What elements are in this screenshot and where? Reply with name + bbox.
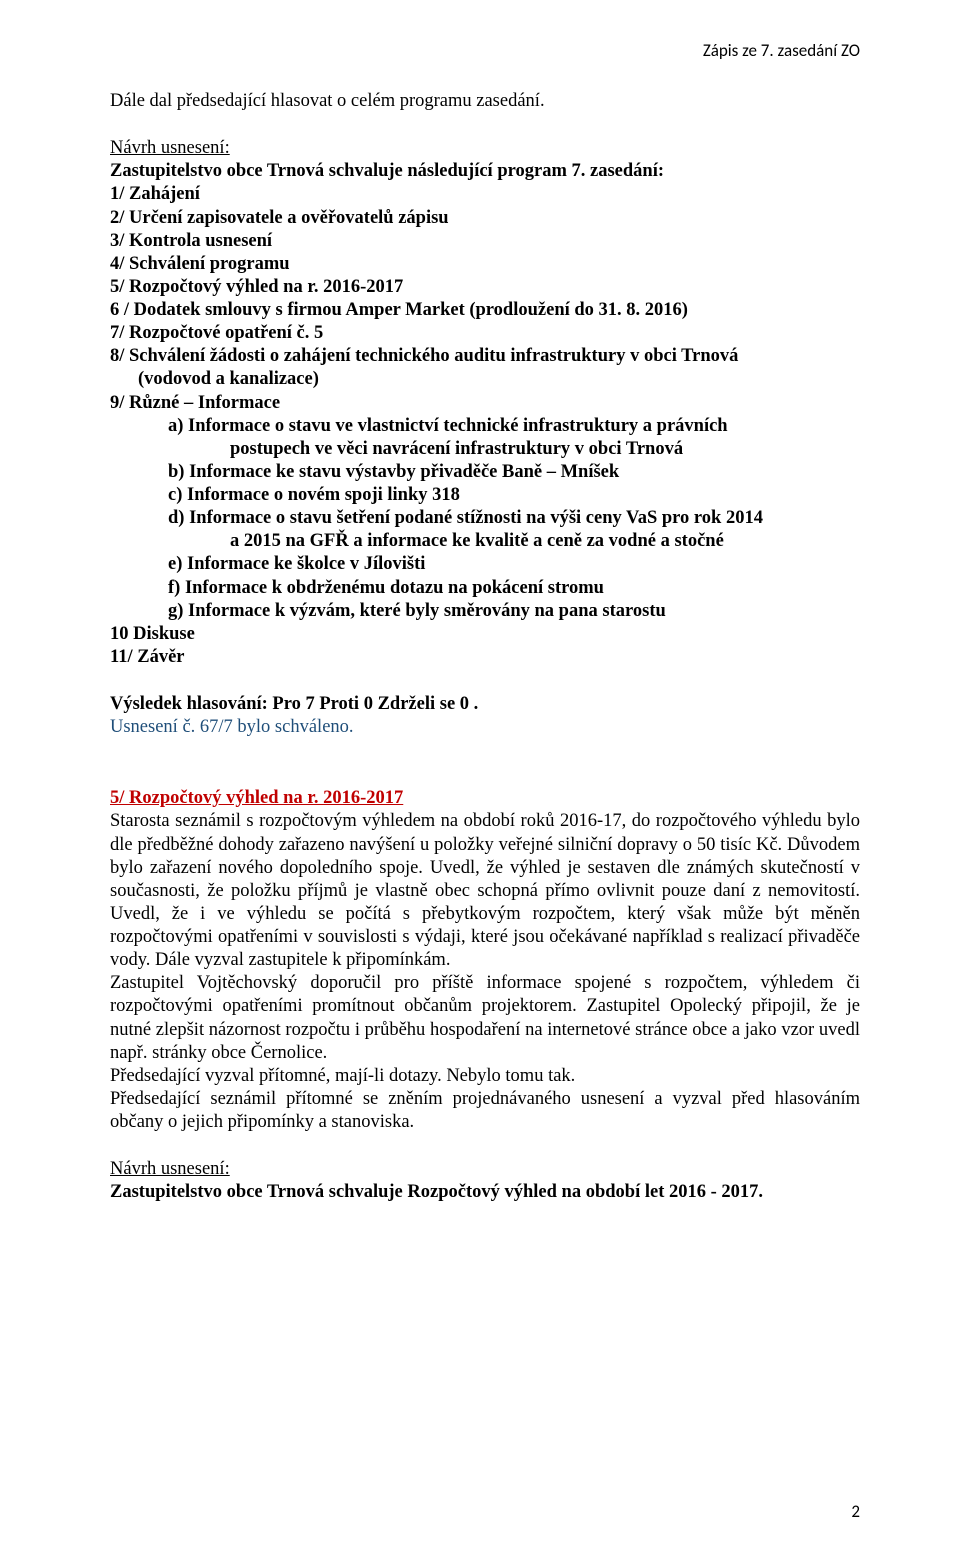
section-5-paragraph: Předsedající vyzval přítomné, mají-li do…	[110, 1065, 860, 1088]
proposal-text-2: Zastupitelstvo obce Trnová schvaluje Roz…	[110, 1181, 860, 1204]
agenda-subitem: g) Informace k výzvám, které byly směrov…	[168, 600, 860, 623]
page-header: Zápis ze 7. zasedání ZO	[703, 40, 860, 61]
agenda-item: 1/ Zahájení	[110, 183, 860, 206]
section-5-paragraph: Předsedající seznámil přítomné se zněním…	[110, 1088, 860, 1134]
agenda-item: 5/ Rozpočtový výhled na r. 2016-2017	[110, 276, 860, 299]
section-5-paragraph: Starosta seznámil s rozpočtovým výhledem…	[110, 810, 860, 972]
agenda-subitem: b) Informace ke stavu výstavby přivaděče…	[168, 461, 860, 484]
proposal-title-1: Návrh usnesení:	[110, 137, 860, 160]
proposal-title-2: Návrh usnesení:	[110, 1158, 860, 1181]
section-5-title: 5/ Rozpočtový výhled na r. 2016-2017	[110, 787, 860, 810]
agenda-item: 4/ Schválení programu	[110, 253, 860, 276]
agenda-item: 11/ Závěr	[110, 646, 860, 669]
page-number: 2	[851, 1501, 860, 1522]
agenda-item: 10 Diskuse	[110, 623, 860, 646]
agenda-item: 3/ Kontrola usnesení	[110, 230, 860, 253]
agenda-list: 1/ Zahájení 2/ Určení zapisovatele a ově…	[110, 183, 860, 669]
agenda-item: 8/ Schválení žádosti o zahájení technick…	[110, 345, 860, 368]
agenda-item: 6 / Dodatek smlouvy s firmou Amper Marke…	[110, 299, 860, 322]
proposal-text-1: Zastupitelstvo obce Trnová schvaluje nás…	[110, 160, 860, 183]
intro-paragraph: Dále dal předsedající hlasovat o celém p…	[110, 90, 860, 113]
agenda-subitem: f) Informace k obdrženému dotazu na poká…	[168, 577, 860, 600]
agenda-subitem: e) Informace ke školce v Jílovišti	[168, 553, 860, 576]
agenda-subitem-cont: a 2015 na GFŘ a informace ke kvalitě a c…	[168, 530, 860, 553]
agenda-item: 9/ Různé – Informace	[110, 392, 860, 415]
agenda-item-cont: (vodovod a kanalizace)	[110, 368, 860, 391]
agenda-item: 7/ Rozpočtové opatření č. 5	[110, 322, 860, 345]
agenda-item: 2/ Určení zapisovatele a ověřovatelů záp…	[110, 207, 860, 230]
document-page: Zápis ze 7. zasedání ZO Dále dal předsed…	[0, 0, 960, 1562]
resolution-approved: Usnesení č. 67/7 bylo schváleno.	[110, 716, 860, 739]
agenda-subitem: d) Informace o stavu šetření podané stíž…	[168, 507, 860, 530]
agenda-subitem: a) Informace o stavu ve vlastnictví tech…	[168, 415, 860, 438]
section-5-paragraph: Zastupitel Vojtěchovský doporučil pro př…	[110, 972, 860, 1065]
agenda-subitem: c) Informace o novém spoji linky 318	[168, 484, 860, 507]
agenda-subitem-cont: postupech ve věci navrácení infrastruktu…	[168, 438, 860, 461]
vote-result: Výsledek hlasování: Pro 7 Proti 0 Zdržel…	[110, 693, 860, 716]
